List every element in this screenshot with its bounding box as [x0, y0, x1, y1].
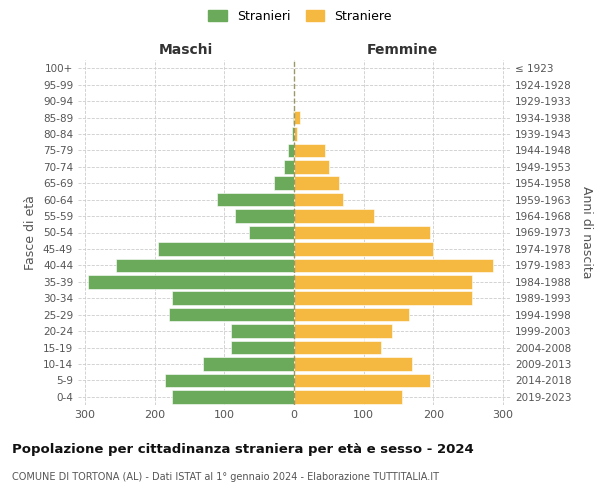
Bar: [274, 176, 294, 190]
Y-axis label: Fasce di età: Fasce di età: [25, 195, 37, 270]
Bar: [294, 176, 339, 190]
Text: Femmine: Femmine: [367, 42, 437, 56]
Text: Popolazione per cittadinanza straniera per età e sesso - 2024: Popolazione per cittadinanza straniera p…: [12, 442, 474, 456]
Bar: [235, 210, 294, 223]
Bar: [292, 127, 294, 140]
Bar: [294, 210, 374, 223]
Bar: [294, 193, 343, 206]
Bar: [158, 242, 294, 256]
Bar: [293, 111, 294, 124]
Bar: [294, 390, 402, 404]
Bar: [169, 308, 294, 322]
Bar: [294, 226, 430, 239]
Bar: [88, 275, 294, 288]
Text: COMUNE DI TORTONA (AL) - Dati ISTAT al 1° gennaio 2024 - Elaborazione TUTTITALIA: COMUNE DI TORTONA (AL) - Dati ISTAT al 1…: [12, 472, 439, 482]
Bar: [203, 357, 294, 370]
Bar: [172, 292, 294, 305]
Bar: [294, 357, 412, 370]
Bar: [294, 341, 381, 354]
Bar: [217, 193, 294, 206]
Bar: [289, 144, 294, 157]
Bar: [231, 341, 294, 354]
Bar: [116, 258, 294, 272]
Legend: Stranieri, Straniere: Stranieri, Straniere: [205, 6, 395, 26]
Bar: [249, 226, 294, 239]
Y-axis label: Anni di nascita: Anni di nascita: [580, 186, 593, 279]
Bar: [294, 242, 433, 256]
Bar: [294, 308, 409, 322]
Bar: [294, 160, 329, 173]
Bar: [165, 374, 294, 387]
Bar: [294, 111, 299, 124]
Text: Maschi: Maschi: [159, 42, 213, 56]
Bar: [284, 160, 294, 173]
Bar: [294, 258, 493, 272]
Bar: [294, 292, 472, 305]
Bar: [294, 144, 325, 157]
Bar: [294, 324, 392, 338]
Bar: [294, 374, 430, 387]
Bar: [294, 127, 298, 140]
Bar: [172, 390, 294, 404]
Bar: [294, 275, 472, 288]
Bar: [231, 324, 294, 338]
